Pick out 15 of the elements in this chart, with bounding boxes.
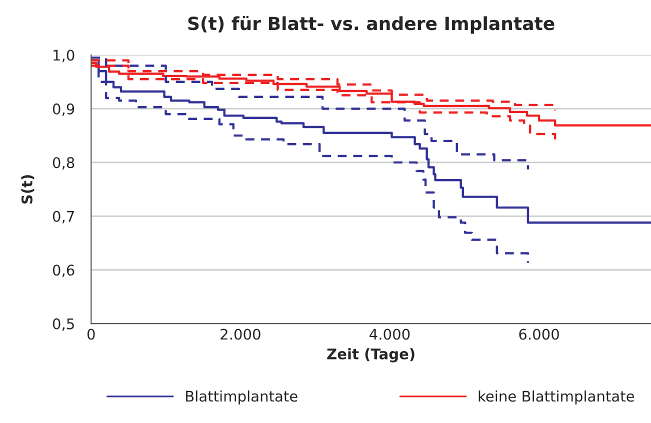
- legend-label: Blattimplantate: [186, 390, 298, 405]
- x-axis-title: Zeit (Tage): [327, 348, 414, 362]
- x-tick-label: 4.000: [370, 328, 410, 340]
- x-tick-label: 0: [87, 328, 95, 340]
- y-axis-title: S(t): [21, 175, 34, 204]
- x-tick-label: 2.000: [220, 328, 260, 340]
- y-tick-label: 0,6: [52, 264, 74, 278]
- y-tick-label: 0,9: [52, 103, 74, 116]
- y-tick-label: 0,5: [52, 318, 74, 331]
- y-tick-label: 0,8: [52, 157, 74, 170]
- x-tick-label: 6.000: [519, 328, 559, 340]
- y-tick-label: 0,7: [52, 210, 74, 224]
- chart-title: S(t) für Blatt- vs. andere Implantate: [188, 16, 554, 34]
- y-tick-label: 1,0: [54, 50, 74, 62]
- legend-label: keine Blattimplantate: [478, 390, 634, 405]
